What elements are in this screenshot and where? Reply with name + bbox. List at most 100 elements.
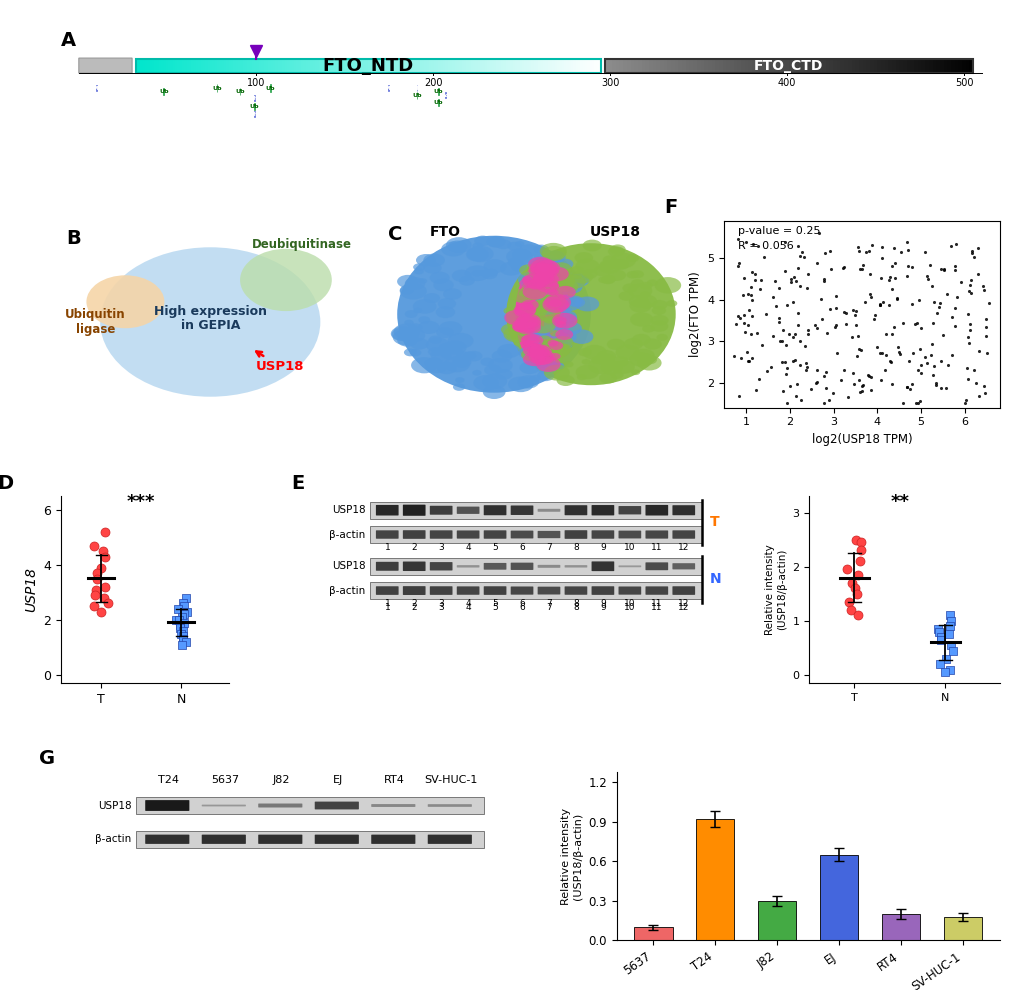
Circle shape [526, 285, 548, 299]
Point [744, 237, 760, 252]
Point [93, 604, 109, 620]
Circle shape [481, 269, 497, 279]
Circle shape [582, 269, 597, 279]
FancyBboxPatch shape [429, 562, 452, 570]
Bar [415, 58, 417, 72]
Bar [350, 58, 353, 72]
Circle shape [551, 313, 577, 329]
Point [969, 266, 985, 282]
Text: 11: 11 [651, 599, 662, 608]
Bar [166, 58, 168, 72]
Circle shape [595, 353, 614, 365]
Text: Ph: Ph [384, 85, 393, 90]
FancyBboxPatch shape [672, 505, 694, 515]
Bar [389, 58, 391, 72]
Text: 8: 8 [573, 603, 579, 612]
Point [862, 289, 878, 305]
Point [959, 306, 975, 322]
Circle shape [555, 321, 566, 328]
Circle shape [532, 273, 545, 281]
Circle shape [596, 349, 615, 362]
Bar [454, 58, 457, 72]
Bar [788, 58, 792, 72]
Circle shape [536, 299, 549, 307]
Bar [505, 58, 507, 72]
Point [783, 270, 799, 286]
Circle shape [472, 243, 483, 249]
Circle shape [391, 328, 412, 341]
Circle shape [627, 283, 652, 298]
Point [934, 327, 951, 343]
Circle shape [602, 363, 614, 371]
Text: 5: 5 [492, 544, 497, 552]
Bar [477, 58, 480, 72]
Circle shape [537, 336, 551, 344]
Point [835, 260, 851, 276]
Text: β-actin: β-actin [96, 835, 131, 844]
Point [948, 289, 964, 305]
FancyBboxPatch shape [202, 805, 246, 807]
Circle shape [477, 270, 486, 276]
Point [979, 295, 996, 311]
FancyBboxPatch shape [565, 586, 587, 595]
Point [777, 360, 794, 376]
Text: A: A [61, 32, 76, 50]
Point [941, 619, 957, 635]
Bar [480, 58, 482, 72]
Bar [324, 58, 326, 72]
Bar [564, 58, 567, 72]
Circle shape [598, 372, 616, 383]
Bar [558, 58, 561, 72]
Circle shape [541, 255, 557, 265]
Circle shape [411, 357, 437, 373]
Circle shape [521, 335, 539, 346]
Point [816, 245, 833, 260]
Bar [693, 58, 697, 72]
Bar [744, 58, 748, 72]
Bar [471, 58, 473, 72]
Circle shape [528, 256, 552, 271]
Bar [645, 58, 649, 72]
Point [740, 353, 756, 369]
Bar [377, 58, 380, 72]
Circle shape [407, 323, 422, 333]
Point [961, 317, 977, 333]
FancyBboxPatch shape [672, 563, 694, 569]
Bar [451, 58, 454, 72]
Circle shape [543, 316, 554, 324]
Point [798, 362, 814, 378]
Bar [637, 58, 641, 72]
Bar [707, 58, 711, 72]
Circle shape [512, 312, 536, 327]
Bar [663, 58, 667, 72]
Point [882, 353, 899, 369]
Text: 2: 2 [412, 599, 417, 608]
Bar [578, 58, 580, 72]
Circle shape [436, 328, 453, 339]
Text: β-actin: β-actin [329, 586, 366, 596]
Bar [799, 58, 803, 72]
Point [872, 372, 889, 388]
Point [942, 613, 958, 629]
Point [735, 315, 751, 331]
Bar [359, 58, 362, 72]
Bar [961, 58, 965, 72]
Bar [777, 58, 782, 72]
Bar [582, 58, 585, 72]
Circle shape [413, 263, 425, 271]
Point [956, 396, 972, 412]
Circle shape [532, 300, 552, 312]
Circle shape [466, 248, 488, 261]
Text: E: E [290, 473, 304, 493]
Circle shape [518, 347, 536, 358]
Circle shape [601, 275, 614, 284]
Circle shape [545, 257, 560, 267]
Bar [419, 58, 422, 72]
Point [910, 292, 926, 308]
Point [865, 307, 881, 323]
Circle shape [437, 298, 455, 309]
Point [841, 594, 857, 610]
Point [924, 367, 941, 383]
Point [942, 239, 958, 254]
Circle shape [512, 320, 525, 329]
